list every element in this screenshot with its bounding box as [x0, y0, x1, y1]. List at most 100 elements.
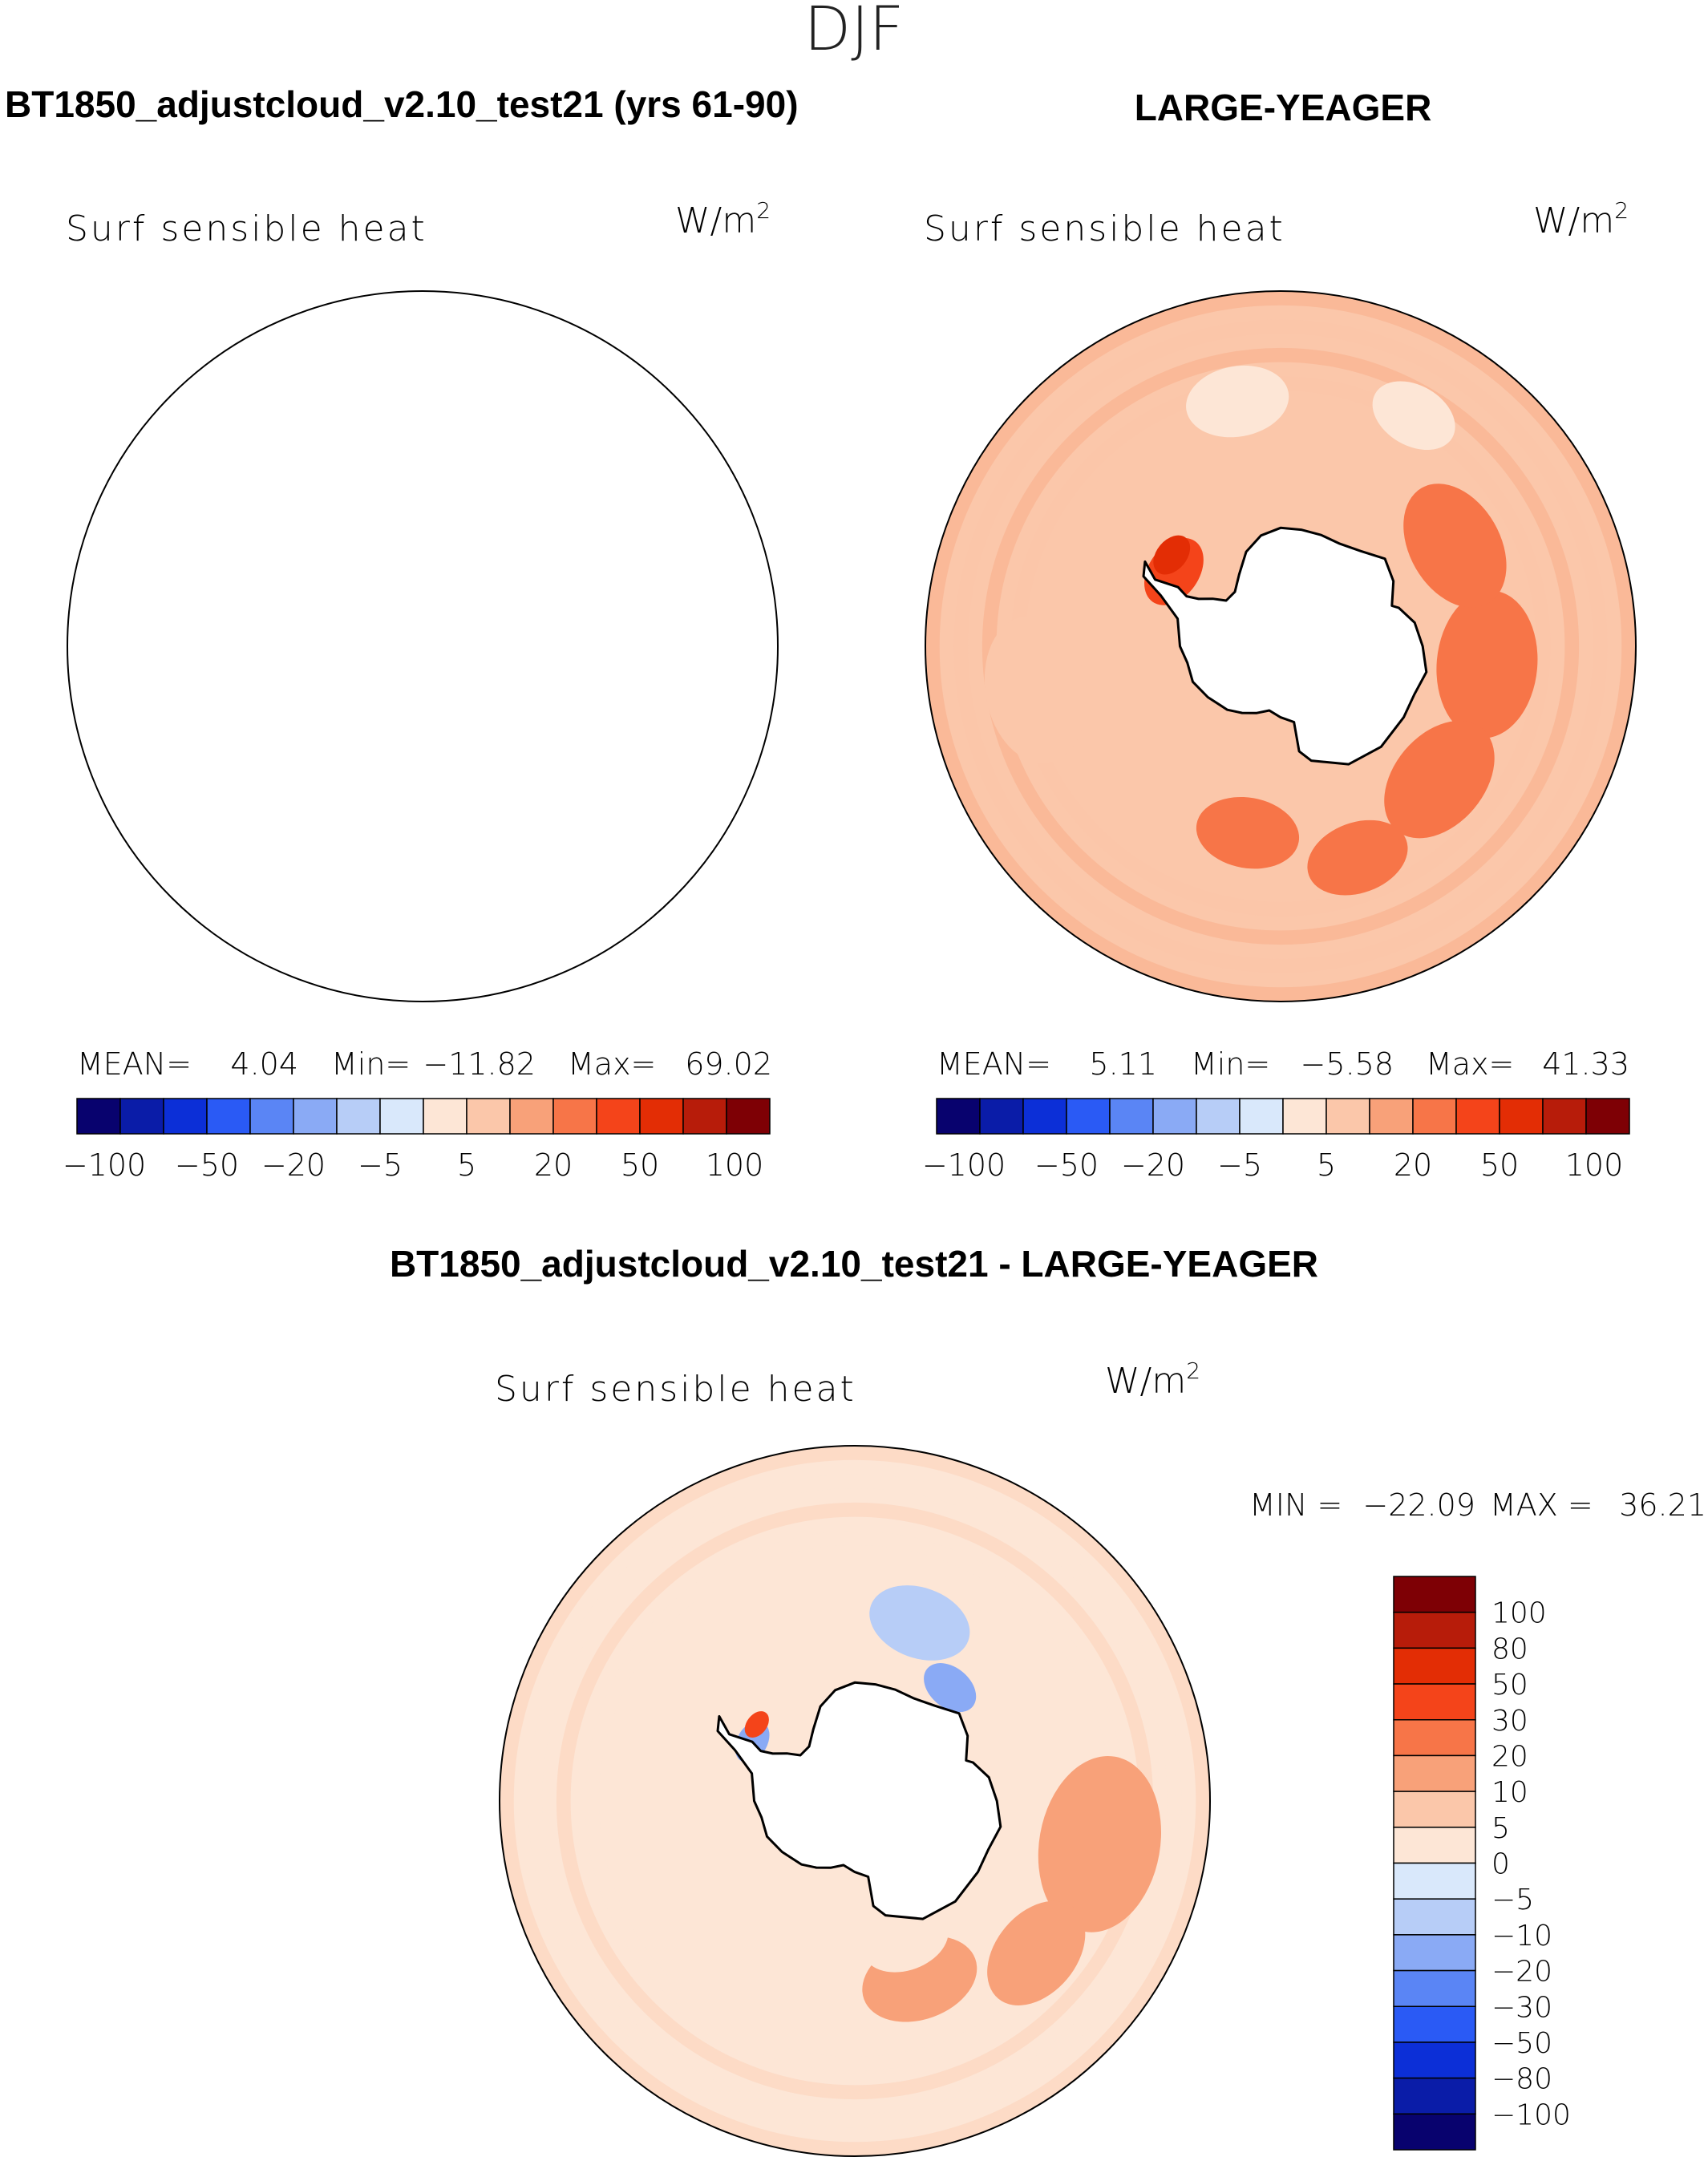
model-colorbar-tick-label: 20 — [534, 1147, 573, 1183]
model-colorbar-swatch — [379, 1098, 424, 1135]
diff-field-band — [528, 1474, 1182, 2128]
obs-colorbar-swatch — [1282, 1098, 1327, 1135]
model-antarctica-fill — [285, 528, 569, 764]
diff-stats: MIN = −22.09 MAX = 36.21 — [1249, 1487, 1706, 1523]
model-colorbar-swatch — [76, 1098, 121, 1135]
diff-units: W/m2 — [1105, 1358, 1200, 1402]
model-mean-value: 4.04 — [230, 1046, 298, 1082]
obs-colorbar-tick-label: 50 — [1480, 1147, 1519, 1183]
model-colorbar-swatch — [423, 1098, 467, 1135]
diff-colorbar-tick-label: 5 — [1491, 1812, 1510, 1845]
obs-colorbar-tick-label: −100 — [922, 1147, 1006, 1183]
model-colorbar-swatch — [163, 1098, 208, 1135]
diff-header: BT1850_adjustcloud_v2.10_test21 - LARGE-… — [390, 1243, 1318, 1285]
model-header: BT1850_adjustcloud_v2.10_test21 (yrs 61-… — [5, 83, 799, 125]
diff-field-patch — [862, 1908, 949, 1973]
diff-colorbar-tick-label: 0 — [1491, 1848, 1510, 1881]
obs-colorbar-swatch — [1542, 1098, 1587, 1135]
diff-field-patch — [770, 1641, 843, 1694]
model-colorbar-swatch — [596, 1098, 641, 1135]
model-field-patch — [544, 540, 768, 834]
model-max-label: Max= — [568, 1046, 656, 1082]
model-field-patch — [269, 536, 350, 625]
obs-field-patch — [1436, 590, 1538, 739]
diff-colorbar-tick-label: 10 — [1491, 1776, 1528, 1809]
model-colorbar-swatch — [682, 1098, 727, 1135]
diff-field-band — [500, 1446, 1210, 2156]
obs-min-label: Min= — [1191, 1046, 1270, 1082]
obs-colorbar-swatch — [936, 1098, 981, 1135]
model-field-band — [132, 355, 714, 938]
obs-field-patch — [1096, 437, 1176, 511]
diff-subtitle: Surf sensible heat — [495, 1369, 856, 1410]
page-title: DJF — [804, 0, 905, 64]
obs-field-band — [925, 291, 1636, 1002]
obs-colorbar-swatch — [1585, 1098, 1630, 1135]
diff-colorbar-tick-label: −10 — [1491, 1920, 1552, 1953]
obs-mean-value: 5.11 — [1089, 1046, 1157, 1082]
diff-field-patch — [1038, 1755, 1162, 1932]
model-field-band — [160, 383, 686, 909]
model-ocean-fill — [67, 291, 778, 1002]
obs-colorbar-swatch — [1022, 1098, 1067, 1135]
obs-field-patch — [984, 616, 1087, 763]
diff-polar-map — [499, 1445, 1211, 2157]
model-colorbar-tick-label: −50 — [175, 1147, 239, 1183]
obs-colorbar-swatch — [1412, 1098, 1457, 1135]
diff-coastline — [716, 1681, 1002, 1920]
model-field-patch — [421, 742, 525, 829]
model-field-band — [103, 326, 742, 965]
model-colorbar-swatch — [336, 1098, 381, 1135]
diff-colorbar-swatch — [1393, 1862, 1476, 1900]
obs-colorbar-swatch — [979, 1098, 1024, 1135]
model-colorbar-swatch — [639, 1098, 684, 1135]
obs-colorbar-tick-label: 100 — [1565, 1147, 1624, 1183]
obs-field-patch — [1403, 484, 1507, 608]
obs-colorbar-tick-label: −20 — [1121, 1147, 1185, 1183]
model-max-value: 69.02 — [685, 1046, 772, 1082]
diff-colorbar-tick-label: −80 — [1491, 2063, 1552, 2096]
obs-field-patch — [1196, 796, 1300, 869]
diff-field-patch — [744, 1711, 769, 1738]
model-field-patch — [579, 533, 714, 721]
diff-colorbar-swatch — [1393, 2113, 1476, 2151]
model-polar-map — [67, 290, 779, 1002]
model-field-patch — [488, 427, 595, 527]
obs-field-patch — [1153, 535, 1191, 575]
model-colorbar-swatch — [726, 1098, 771, 1135]
obs-colorbar-swatch — [1239, 1098, 1284, 1135]
diff-field-patch — [682, 1976, 779, 2057]
obs-field-patch — [1186, 365, 1289, 438]
model-colorbar-tick-label: −20 — [261, 1147, 326, 1183]
model-units: W/m2 — [675, 197, 771, 241]
diff-colorbar-tick-label: −5 — [1491, 1884, 1534, 1916]
diff-field-patch — [694, 1561, 778, 1631]
obs-max-value: 41.33 — [1542, 1046, 1629, 1082]
diff-colorbar-swatch — [1393, 1827, 1476, 1864]
model-colorbar-swatch — [119, 1098, 164, 1135]
model-colorbar: −100 −50 −20 −5 5 20 50 100 — [63, 1098, 771, 1183]
obs-colorbar-swatch — [1369, 1098, 1414, 1135]
diff-colorbar-swatch — [1393, 1576, 1476, 1613]
obs-units-text: W/m2 — [1533, 197, 1629, 241]
obs-field-patch — [1372, 381, 1455, 451]
model-coastal-patch — [497, 536, 532, 572]
model-field-patch — [500, 533, 581, 622]
obs-polar-map — [925, 290, 1637, 1002]
model-field-patch — [473, 722, 616, 860]
model-colorbar-swatch — [249, 1098, 294, 1135]
diff-colorbar-tick-label: 20 — [1491, 1740, 1528, 1773]
model-colorbar-tick-label: −5 — [358, 1147, 403, 1183]
diff-colorbar-swatch — [1393, 1791, 1476, 1828]
diff-field-patch — [869, 1585, 970, 1661]
diff-colorbar-tick-label: −50 — [1491, 2027, 1552, 2060]
diff-colorbar-swatch — [1393, 1683, 1476, 1721]
diff-min-label: MIN = — [1249, 1487, 1342, 1523]
model-coastal-patch — [306, 569, 354, 617]
obs-mean-label: MEAN= — [937, 1046, 1051, 1082]
model-subtitle: Surf sensible heat — [66, 208, 427, 249]
obs-max-label: Max= — [1426, 1046, 1514, 1082]
obs-colorbar-tick-label: 5 — [1317, 1147, 1336, 1183]
diff-colorbar-swatch — [1393, 2005, 1476, 2043]
